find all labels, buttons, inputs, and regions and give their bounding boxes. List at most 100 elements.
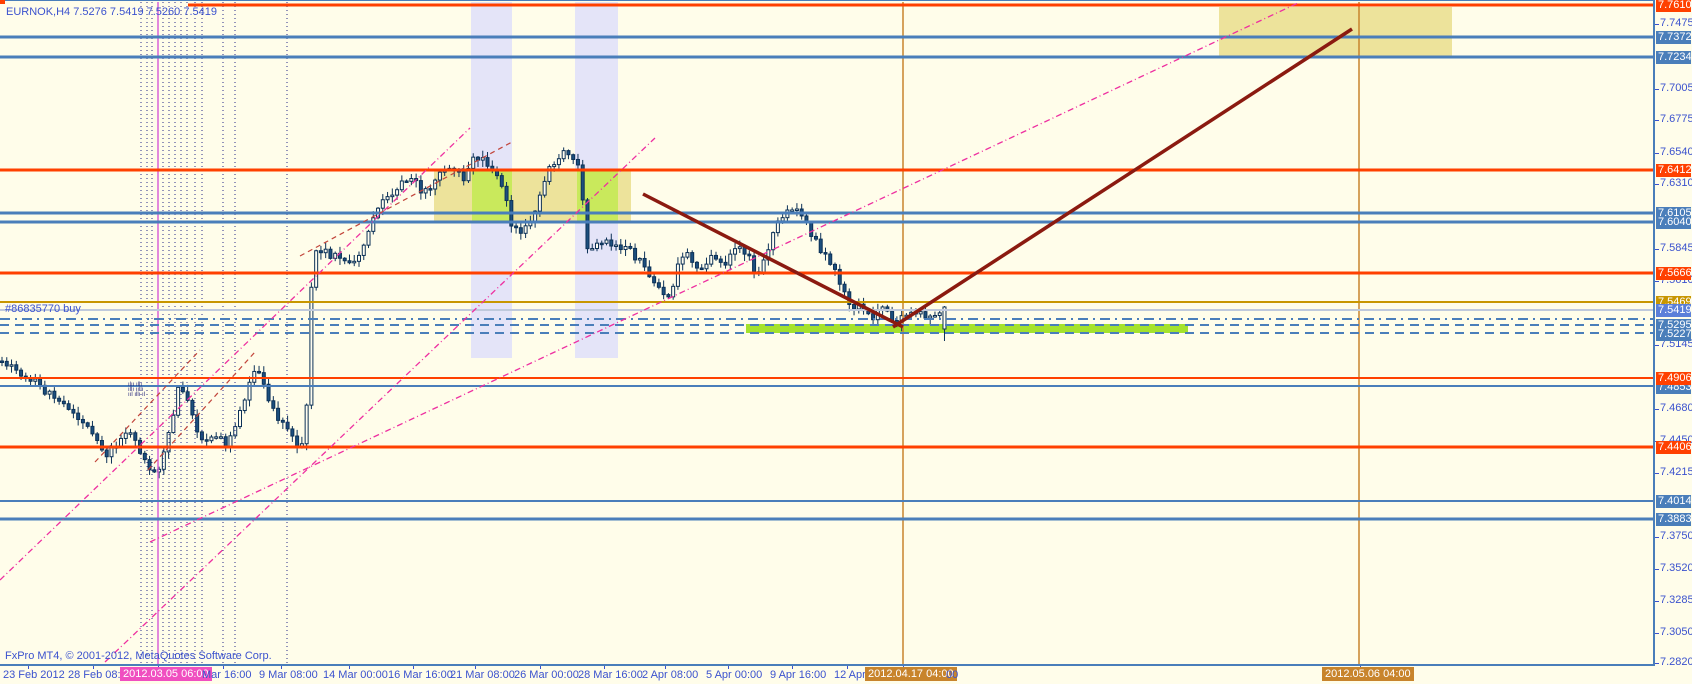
candle-body [709, 254, 714, 265]
candle-body [333, 252, 338, 259]
candle-body [9, 364, 14, 367]
candle-body [257, 370, 262, 374]
candle-body [357, 254, 361, 262]
candle-body [238, 410, 242, 428]
candle-body [390, 194, 395, 198]
price-label-7.5666: 7.5666 [1656, 267, 1692, 280]
time-label-2012-04-17-04-00: 2012.04.17 04:00 [865, 667, 957, 681]
price-tick-mark [1655, 345, 1659, 346]
time-tick [847, 666, 848, 669]
candle-body [575, 158, 580, 166]
candle-body [214, 436, 219, 439]
price-tick-mark [1655, 184, 1659, 185]
candle-body [714, 254, 718, 260]
candle-body [247, 381, 252, 401]
tiny-annotation-row: ııl ıllı ıl [128, 392, 146, 398]
supply-zone-2[interactable] [1219, 7, 1452, 56]
candle-body [818, 238, 823, 254]
terminal-copyright: FxPro MT4, © 2001-2012, MetaQuotes Softw… [5, 650, 272, 662]
price-tick-7.3285: 7.3285 [1660, 594, 1692, 606]
price-tick-7.3520: 7.3520 [1660, 562, 1692, 574]
time-axis[interactable]: 23 Feb 2012 28 Feb 08:00 2012.03.05 06:00 M… [0, 666, 1692, 684]
candle-body [652, 276, 657, 284]
price-label-7.4406: 7.4406 [1656, 441, 1692, 454]
candle-body [737, 246, 742, 250]
candle-body [542, 180, 547, 196]
candle-body [328, 248, 333, 259]
time-label-2012-05-06-04-00: 2012.05.06 04:00 [1322, 667, 1414, 681]
price-tick-mark [1655, 249, 1659, 250]
candle-body [675, 263, 680, 287]
chart-plot-area[interactable] [0, 0, 1655, 666]
candle-body [656, 282, 661, 288]
candle-body [309, 286, 314, 406]
candle-body [518, 227, 523, 234]
candle-body [295, 435, 300, 447]
price-label-7.7234: 7.7234 [1656, 51, 1692, 64]
time-label-mar-16-00: Mar 16:00 [202, 669, 252, 681]
time-label-9-mar-08-00: 9 Mar 08:00 [259, 669, 318, 681]
price-label-7.7610: 7.7610 [1656, 0, 1692, 12]
candle-body [718, 258, 723, 263]
candle-body [747, 253, 752, 257]
candle-body [99, 440, 104, 451]
candle-body [637, 257, 642, 261]
demand-zone-green[interactable] [746, 324, 1188, 333]
candle-body [580, 164, 585, 201]
price-tick-mark [1655, 663, 1659, 664]
time-label-2012-03-05-06-00: 2012.03.05 06:00 [120, 667, 212, 681]
price-tick-mark [1655, 473, 1659, 474]
candle-body [680, 256, 685, 265]
candle-body [571, 154, 576, 160]
trendline-down[interactable] [642, 192, 904, 329]
candle-body [352, 260, 357, 264]
time-tick [792, 666, 793, 669]
time-label-14-mar-00-00: 14 Mar 00:00 [323, 669, 388, 681]
candle-body [209, 436, 214, 442]
time-tick [281, 666, 282, 669]
time-label-28-feb-08-00: 28 Feb 08:00 [68, 669, 133, 681]
candle-body [33, 378, 38, 382]
candle-body [923, 311, 928, 319]
candle-body [71, 408, 76, 414]
candle-body [195, 414, 200, 433]
time-tick [665, 666, 666, 669]
candle-body [90, 425, 95, 435]
channel-line-1[interactable] [0, 127, 471, 581]
fan-line-2[interactable] [94, 349, 201, 463]
fan-line-1[interactable] [299, 141, 513, 257]
candle-body [76, 412, 81, 420]
price-label-7.6412: 7.6412 [1656, 164, 1692, 177]
candle-body [928, 315, 933, 319]
price-tick-7.3050: 7.3050 [1660, 626, 1692, 638]
candle-body [809, 222, 814, 237]
candle-body [152, 469, 157, 473]
time-label-21-mar-08-00: 21 Mar 08:00 [450, 669, 515, 681]
candle-body [790, 209, 795, 212]
price-axis[interactable]: 7.7475 7.7005 7.6775 7.6540 7.6310 7.5845 7.56… [1655, 0, 1692, 668]
candle-body [628, 245, 633, 249]
candle-body [461, 171, 466, 182]
candle-body [852, 303, 857, 310]
candle-body [418, 180, 423, 194]
time-tick [475, 666, 476, 669]
time-label-12-apr: 12 Apr [834, 669, 866, 681]
candle-body [728, 253, 733, 266]
candles [0, 147, 947, 479]
candle-body [128, 432, 133, 435]
candle-body [437, 171, 442, 181]
candle-body [252, 370, 257, 383]
channel-line-2[interactable] [104, 137, 656, 663]
candle-body [104, 449, 109, 458]
candle-body [685, 252, 690, 258]
candle-body [942, 306, 947, 330]
candle-body [699, 267, 704, 271]
trendline-up[interactable] [892, 27, 1353, 329]
time-label-00: 00 [946, 669, 959, 681]
open-trade-label[interactable]: #86835770 buy [5, 303, 81, 315]
candle-body [404, 180, 409, 183]
channel-line-3[interactable] [149, 2, 1299, 543]
time-tick [540, 666, 541, 669]
candle-body [190, 399, 195, 416]
